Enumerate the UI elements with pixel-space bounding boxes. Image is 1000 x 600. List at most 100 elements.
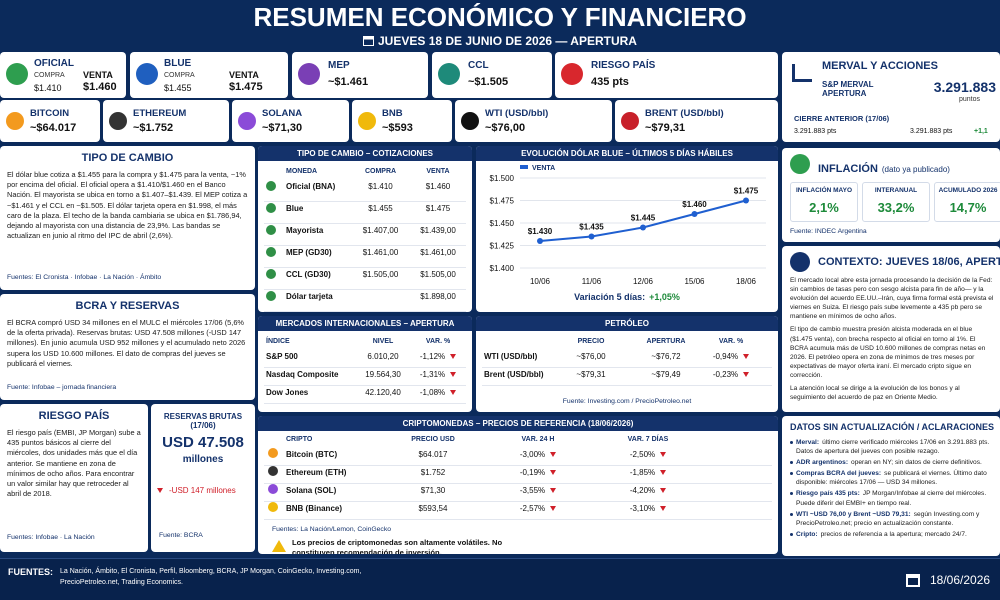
cell-text: $1.505,00 (420, 270, 456, 279)
table-cell: $1.410 (353, 182, 408, 191)
y-tick-label: $1.450 (490, 219, 515, 228)
y-tick-label: $1.500 (490, 174, 515, 183)
stat-value: 2,1% (809, 200, 839, 215)
stat-label: INTERANUAL (874, 187, 918, 194)
table-cell: $593,54 (388, 504, 478, 513)
cell-text: -1,08% (419, 388, 446, 397)
bullet (790, 532, 793, 536)
note-term: WTI ~USD 76,00 y Brent ~USD 79,31: (796, 510, 911, 518)
icon (298, 63, 320, 85)
icon (266, 291, 276, 301)
icon (268, 466, 278, 476)
footer-label: FUENTES: (8, 567, 53, 577)
card-body: El dólar blue cotiza a $1.455 para la co… (7, 170, 248, 241)
row-divider (264, 245, 466, 246)
stat-value: 33,2% (877, 200, 915, 215)
tile-label: BNB (382, 108, 403, 119)
row-divider (264, 385, 466, 386)
venta-label: VENTA (83, 70, 113, 80)
bullet (790, 492, 793, 496)
kpi-tile: MEP ~$1.461 (292, 52, 428, 98)
tile-value: ~$593 (382, 122, 413, 134)
note-term: Riesgo país 435 pts: (796, 490, 860, 498)
icon (266, 269, 276, 279)
down-arrow (550, 488, 557, 493)
column-header: VAR. 24 H (521, 436, 555, 443)
x-tick-label: 18/06 (736, 277, 757, 286)
stat-value: 14,7% (949, 200, 987, 215)
down-arrow (450, 354, 457, 359)
cell-text: -0,23% (712, 370, 739, 379)
cell-text: -3,00% (519, 450, 546, 459)
column-header: VAR. % (425, 338, 451, 345)
cell-text: Oficial (BNA) (286, 182, 336, 191)
cell-text: Ethereum (ETH) (286, 468, 347, 477)
calendar-icon (363, 36, 374, 46)
table-cell: $1.407,00 (353, 226, 408, 235)
cell-text: $1.407,00 (362, 226, 399, 235)
x-tick-label: 11/06 (582, 277, 602, 286)
legend-label: VENTA (532, 165, 555, 172)
asset-tile: BITCOIN ~$64.017 (0, 100, 100, 142)
card-title: INFLACIÓN (818, 163, 878, 175)
note-item: WTI ~USD 76,00 y Brent ~USD 79,31: según … (790, 510, 996, 528)
tile-label: ETHEREUM (133, 108, 187, 119)
table-cell: Brent (USD/bbl) (484, 370, 564, 379)
down-arrow (450, 372, 457, 377)
cell-text: -2,50% (629, 450, 656, 459)
row-divider (264, 311, 466, 312)
row-divider (482, 367, 772, 368)
icon (238, 112, 256, 130)
table-cell: -3,10% (603, 504, 693, 513)
prev-value: 3.291.883 pts (794, 128, 837, 135)
cell-text: WTI (USD/bbl) (484, 352, 538, 361)
icon (266, 203, 276, 213)
cell-text: Blue (286, 204, 304, 213)
cell-text: ~$76,72 (651, 352, 681, 361)
icon (266, 247, 276, 257)
footer-label: Variación 5 días: (574, 292, 646, 302)
note-text: último cierre verificado miércoles 17/06… (796, 439, 990, 456)
index-value: 3.291.883 (933, 79, 996, 95)
cell-text: $71,30 (420, 486, 446, 495)
notes-card: DATOS SIN ACTUALIZACIÓN / ACLARACIONES Me… (782, 416, 1000, 556)
table-cell: ~$79,31 (566, 370, 616, 379)
table-cell: $1.439,00 (408, 226, 468, 235)
table-cell: -1,85% (603, 468, 693, 477)
y-tick-label: $1.400 (490, 264, 515, 273)
kpi-tile: BLUE COMPRA $1.455 VENTA $1.475 (130, 52, 288, 98)
asset-tile: BNB ~$593 (352, 100, 452, 142)
point (588, 233, 595, 240)
compra-value: $1.410 (34, 83, 62, 93)
cell-text: BNB (Binance) (286, 504, 343, 513)
card-title-row: INFLACIÓN (dato ya publicado) (818, 159, 950, 177)
table-cell: $1.461,00 (408, 248, 468, 257)
prev-label: CIERRE ANTERIOR (17/06) (794, 114, 890, 123)
tile-label: SOLANA (262, 108, 303, 119)
point (691, 211, 698, 217)
footer: FUENTES: La Nación, Ámbito, El Cronista, … (0, 558, 1000, 600)
down-arrow (743, 354, 750, 359)
value-label: $1.460 (682, 200, 707, 209)
cell-text: Brent (USD/bbl) (484, 370, 544, 379)
exchange-table: TIPO DE CAMBIO – COTIZACIONES MONEDA COMPR… (258, 146, 472, 312)
table-cell: Bitcoin (BTC) (286, 450, 376, 459)
table-cell: Ethereum (ETH) (286, 468, 376, 477)
tile-label: WTI (USD/bbl) (485, 108, 549, 119)
tile-label: CCL (468, 60, 489, 71)
note-text: se publicará el viernes. Último dato dis… (796, 470, 987, 487)
down-arrow (550, 452, 557, 457)
cell-text: 42.120,40 (365, 388, 401, 397)
table-cell: -1,12% (408, 352, 468, 361)
merval-icon (792, 64, 812, 82)
column-header: NIVEL (372, 338, 394, 345)
icon (790, 252, 810, 272)
tile-label: BLUE (164, 58, 192, 69)
cell-text: $1.410 (368, 182, 393, 191)
cell-text: $1.455 (368, 204, 393, 213)
down-arrow (550, 506, 557, 511)
stat-box: INTERANUAL 33,2% (862, 182, 930, 222)
notes-list: Merval: último cierre verificado miércole… (790, 438, 996, 541)
chart-title: EVOLUCIÓN DÓLAR BLUE – ÚLTIMOS 5 DÍAS HÁ… (476, 146, 778, 161)
column-header: VENTA (426, 168, 450, 175)
